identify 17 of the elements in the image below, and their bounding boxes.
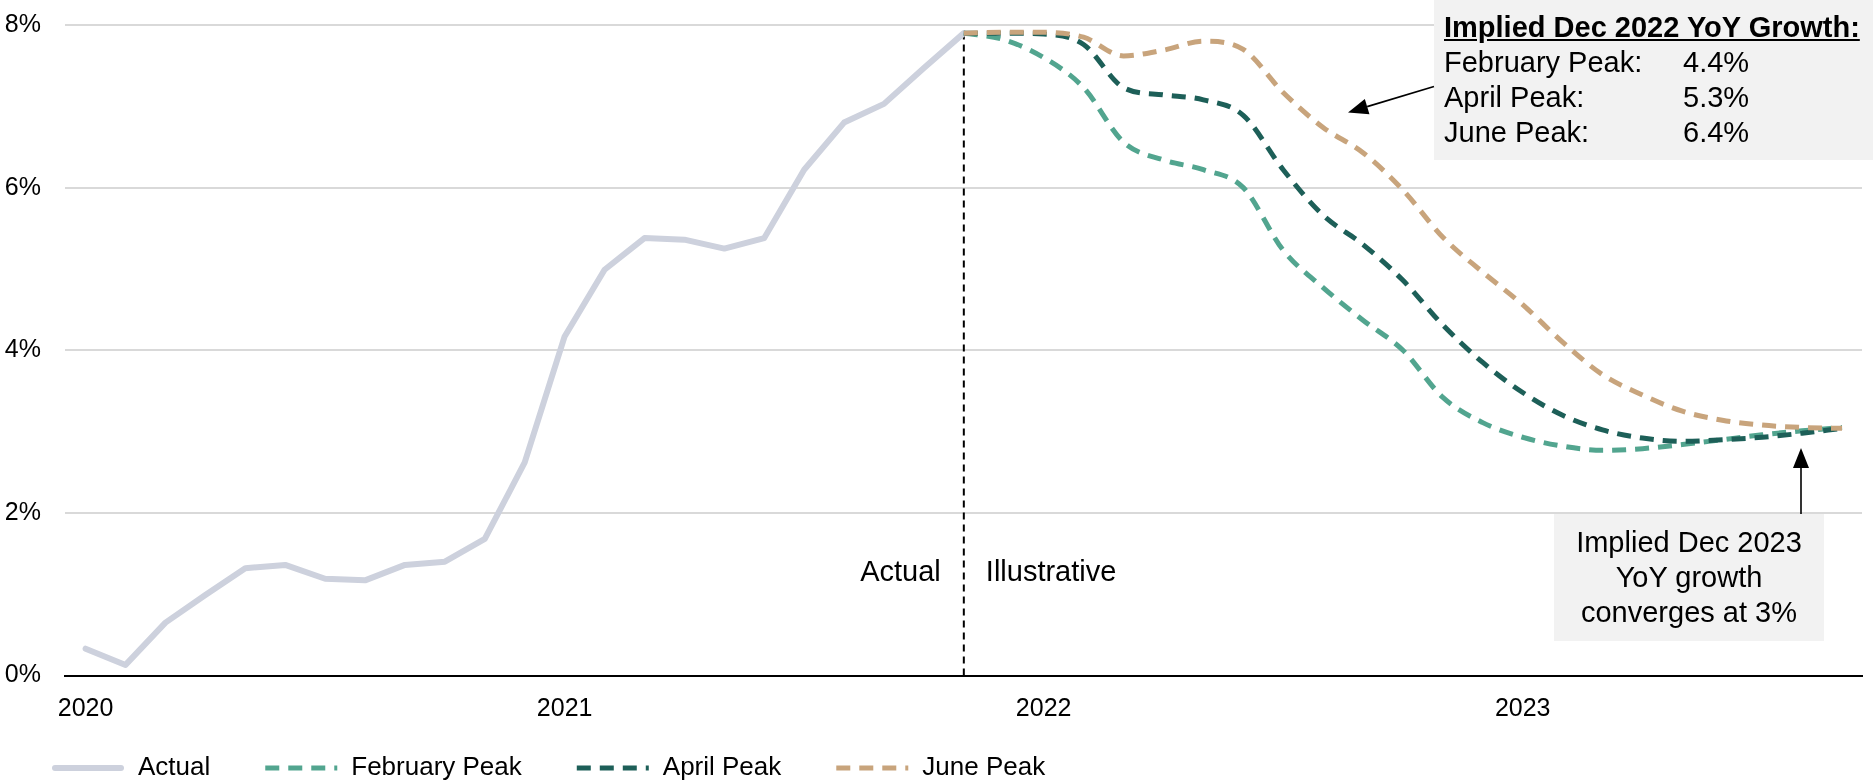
annotation: Illustrative xyxy=(985,555,1117,588)
y-tick-label: 4% xyxy=(4,334,41,363)
legend-label: Actual xyxy=(138,751,211,782)
legend-label: April Peak xyxy=(662,751,783,782)
annotation: Implied Dec 2023 YoY growth converges at 3% xyxy=(1575,525,1803,630)
x-tick-label: 2023 xyxy=(1494,693,1551,722)
annotation: Implied Dec 2022 YoY Growth: February Peak: 4.4% April Peak: 5.3% June Peak: 6.4% xyxy=(1444,10,1861,150)
y-tick-label: 2% xyxy=(4,496,41,525)
y-tick-label: 6% xyxy=(4,171,41,200)
x-tick-label: 2021 xyxy=(536,693,593,722)
legend-label: June Peak xyxy=(922,751,1047,782)
x-tick-label: 2022 xyxy=(1015,693,1072,722)
x-tick-label: 2020 xyxy=(57,693,114,722)
y-tick-label: 0% xyxy=(4,659,41,688)
legend-label: February Peak xyxy=(351,751,523,782)
annotation: Actual xyxy=(860,555,941,588)
y-tick-label: 8% xyxy=(4,8,41,37)
